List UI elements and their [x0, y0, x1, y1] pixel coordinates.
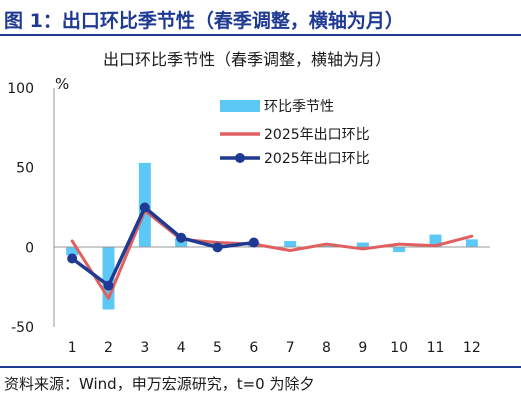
y-tick-label: 50 — [16, 161, 34, 177]
source-text: 资料来源：Wind，申万宏源研究，t=0 为除夕 — [4, 375, 315, 393]
x-tick-label: 12 — [463, 340, 481, 356]
series-point — [103, 280, 114, 291]
y-tick-label: 0 — [25, 240, 34, 256]
x-tick-label: 10 — [390, 340, 408, 356]
x-tick-label: 4 — [177, 340, 186, 356]
x-tick-label: 1 — [68, 340, 77, 356]
x-tick-label: 9 — [358, 340, 367, 356]
series-lines — [67, 202, 474, 300]
y-axis-ticks: 100 50 0 -50 — [7, 81, 34, 336]
legend-swatch — [220, 100, 260, 112]
bar — [465, 239, 478, 248]
x-tick-label: 6 — [249, 340, 258, 356]
x-tick-label: 5 — [213, 340, 222, 356]
series-line-2025 — [70, 209, 474, 300]
bar — [284, 240, 297, 248]
source-bar: 资料来源：Wind，申万宏源研究，t=0 为除夕 — [0, 366, 521, 400]
series-point — [139, 202, 150, 213]
x-axis-ticks: 1 2 3 4 5 6 7 8 9 10 11 12 — [68, 340, 481, 356]
legend-label: 2025年出口环比 — [264, 151, 370, 167]
series-point — [176, 232, 187, 243]
bar — [66, 247, 79, 256]
bar — [393, 247, 406, 253]
legend: 环比季节性 2025年出口环比 2025年出口环比 — [220, 99, 370, 167]
figure-header: 图 1：出口环比季节性（春季调整，横轴为月） — [0, 0, 521, 36]
legend-label: 环比季节性 — [264, 99, 334, 115]
y-tick-label: -50 — [11, 320, 34, 336]
legend-marker — [235, 153, 245, 163]
x-tick-label: 2 — [104, 340, 113, 356]
series-point — [67, 253, 78, 264]
series-point — [212, 242, 223, 253]
series-point — [248, 237, 259, 248]
legend-label: 2025年出口环比 — [264, 127, 370, 143]
figure-title: 图 1：出口环比季节性（春季调整，横轴为月） — [4, 10, 404, 32]
chart-title: 出口环比季节性（春季调整，横轴为月） — [103, 50, 391, 69]
y-axis-unit-label: % — [55, 75, 69, 93]
series-line-2025-marker — [70, 205, 256, 288]
x-tick-label: 3 — [140, 340, 149, 356]
x-tick-label: 8 — [322, 340, 331, 356]
bar — [356, 242, 369, 248]
x-tick-label: 11 — [427, 340, 445, 356]
x-tick-label: 7 — [286, 340, 295, 356]
bars — [66, 162, 478, 310]
y-tick-label: 100 — [7, 81, 34, 97]
